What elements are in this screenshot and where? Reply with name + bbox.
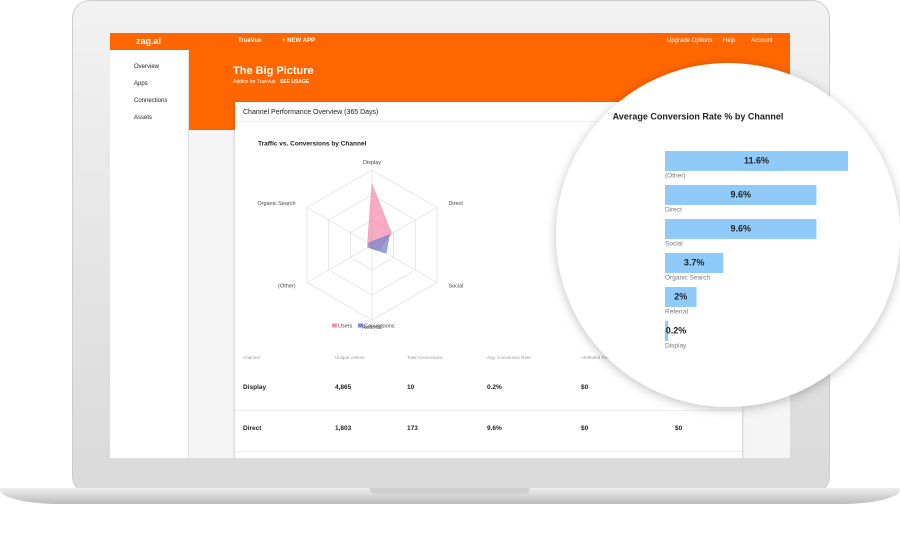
bar-value-label: 9.6% xyxy=(730,223,751,233)
app-selector[interactable]: TrueVue xyxy=(238,38,262,44)
table-cell: 9.6% xyxy=(487,425,502,432)
chart-title: Average Conversion Rate % by Channel xyxy=(613,111,784,121)
sidebar-item[interactable]: Apps xyxy=(134,81,148,87)
table-header: Avg. Conversion Rate xyxy=(487,355,531,360)
legend-label: Users xyxy=(338,323,353,329)
row-divider xyxy=(235,410,742,411)
radar-axis-label: Display xyxy=(363,160,381,166)
bar xyxy=(665,151,848,171)
page-subtitle: Addins for TrueVue xyxy=(233,79,276,85)
top-nav: zag.ai TrueVue + NEW APP Upgrade Options… xyxy=(110,33,790,50)
table-cell: 1,803 xyxy=(335,425,352,432)
bar xyxy=(665,185,817,205)
radar-axis-label: Direct xyxy=(448,201,463,207)
bar-value-label: 2% xyxy=(674,291,687,301)
radar-axis-label: Referral xyxy=(362,325,382,331)
table-cell: $0 xyxy=(581,425,589,432)
table-cell: $0 xyxy=(675,425,683,432)
bar-category-label: Organic Search xyxy=(665,275,711,282)
card-title: Channel Performance Overview (365 Days) xyxy=(243,109,379,116)
table-cell: $0 xyxy=(581,384,589,391)
bar-category-label: Referral xyxy=(665,309,689,316)
table-cell: 4,865 xyxy=(335,384,352,391)
table-header: Attributed Revenue xyxy=(581,355,620,360)
help-link[interactable]: Help xyxy=(723,38,736,44)
laptop-notch xyxy=(370,488,530,494)
legend-label: Conversions xyxy=(364,323,395,329)
bar-category-label: Direct xyxy=(665,207,682,214)
bar xyxy=(665,287,697,307)
bar xyxy=(665,253,724,273)
bar-value-label: 11.6% xyxy=(744,155,769,165)
sidebar-item[interactable]: Overview xyxy=(134,64,160,70)
bar-category-label: Social xyxy=(665,241,683,248)
screen: zag.ai TrueVue + NEW APP Upgrade Options… xyxy=(110,33,790,458)
page-title: The Big Picture xyxy=(233,65,314,77)
bar xyxy=(665,219,817,239)
magnifier: Average Conversion Rate % by Channel 11.6… xyxy=(556,63,900,407)
bar-value-label: 0.2% xyxy=(666,325,687,335)
sidebar: Overview Apps Connections Assets xyxy=(110,50,189,458)
bar-value-label: 3.7% xyxy=(684,257,705,267)
upgrade-link[interactable]: Upgrade Options xyxy=(667,38,713,44)
bar-category-label: (Other) xyxy=(665,173,686,180)
row-divider xyxy=(235,451,742,452)
radar-spoke xyxy=(306,244,373,283)
divider xyxy=(235,121,742,122)
radar-area xyxy=(368,234,390,254)
table-cell: 173 xyxy=(407,425,418,432)
usage-link[interactable]: SEE USAGE xyxy=(280,79,310,85)
table-cell: Direct xyxy=(243,425,262,432)
table-header: Channel xyxy=(243,355,260,360)
radar-axis-label: (Other) xyxy=(278,284,296,290)
sidebar-item[interactable]: Connections xyxy=(134,98,168,104)
table-cell: 0.2% xyxy=(487,384,502,391)
legend-swatch xyxy=(358,323,363,328)
bar-category-label: Display xyxy=(665,343,687,350)
sidebar-item[interactable]: Assets xyxy=(134,115,153,121)
account-menu[interactable]: Account xyxy=(751,38,773,44)
chart-title: Traffic vs. Conversions by Channel xyxy=(258,141,367,148)
bar-value-label: 9.6% xyxy=(730,189,751,199)
logo[interactable]: zag.ai xyxy=(136,36,162,46)
table-header: Unique visitors xyxy=(335,355,365,360)
laptop-base xyxy=(0,488,900,504)
table-cell: 10 xyxy=(407,384,415,391)
radar-spoke xyxy=(306,207,373,246)
radar-axis-label: Social xyxy=(448,284,463,290)
table-header: Total Conversions xyxy=(407,355,443,360)
bar xyxy=(665,321,669,341)
new-app-button[interactable]: + NEW APP xyxy=(282,38,315,44)
table-cell: Display xyxy=(243,384,267,391)
radar-axis-label: Organic Search xyxy=(257,201,295,207)
legend-swatch xyxy=(332,323,337,328)
